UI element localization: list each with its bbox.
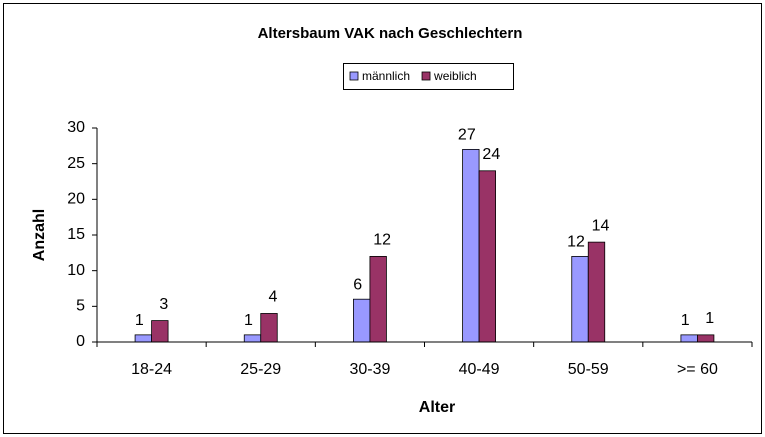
x-tick-label: >= 60: [677, 361, 718, 378]
legend-swatch: [349, 71, 359, 81]
y-tick-label: 20: [67, 191, 85, 208]
y-axis-title: Anzahl: [31, 209, 48, 261]
y-tick-label: 5: [76, 298, 85, 315]
bar: [134, 334, 152, 343]
value-label: 12: [567, 234, 585, 251]
x-tick-label: 30-39: [349, 361, 390, 378]
bar: [587, 241, 606, 343]
bar: [680, 334, 698, 343]
x-tick-label: 50-59: [568, 361, 609, 378]
value-label: 24: [482, 146, 500, 163]
bar: [260, 313, 278, 343]
bar: [369, 255, 387, 343]
value-label: 1: [705, 310, 714, 327]
y-tick-label: 30: [67, 119, 85, 136]
y-tick-label: 15: [67, 226, 85, 243]
value-label: 1: [244, 312, 253, 329]
value-label: 3: [159, 296, 168, 313]
value-label: 12: [373, 232, 391, 249]
legend-label: weiblich: [433, 69, 477, 83]
legend-label: männlich: [362, 69, 410, 83]
bar: [571, 255, 589, 343]
x-tick-label: 25-29: [240, 361, 281, 378]
value-label: 27: [458, 127, 476, 144]
y-tick-label: 10: [67, 262, 85, 279]
bar: [462, 148, 480, 343]
chart-title: Altersbaum VAK nach Geschlechtern: [258, 25, 523, 42]
bar: [478, 170, 496, 343]
value-label: 6: [353, 276, 362, 293]
y-tick-label: 0: [76, 333, 85, 350]
value-label: 14: [592, 217, 610, 234]
bar: [353, 298, 371, 343]
y-tick-label: 25: [67, 155, 85, 172]
legend-swatch: [421, 71, 431, 81]
bar: [697, 334, 715, 343]
x-axis-title: Alter: [419, 399, 455, 416]
value-label: 1: [135, 312, 144, 329]
x-tick-label: 40-49: [459, 361, 500, 378]
value-label: 4: [269, 289, 278, 306]
bar: [243, 334, 262, 343]
value-label: 1: [681, 312, 690, 329]
bar: [151, 320, 169, 343]
x-tick-label: 18-24: [131, 361, 172, 378]
